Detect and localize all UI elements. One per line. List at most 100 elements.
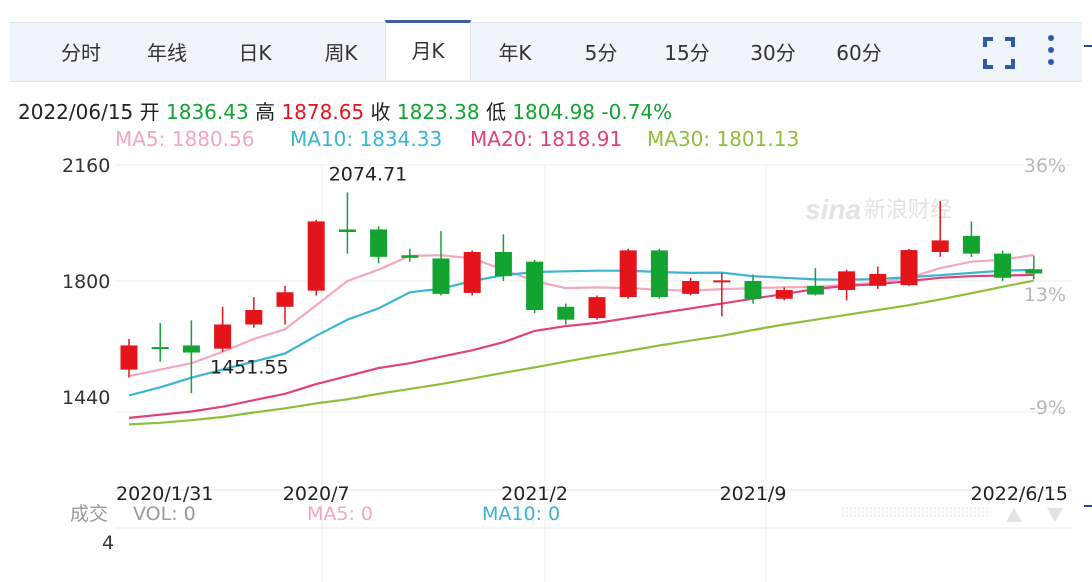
candle-body <box>1025 269 1043 274</box>
open-label: 开 <box>139 100 160 124</box>
candle-3 <box>214 306 232 352</box>
x-tick-label: 2020/7 <box>283 483 350 505</box>
y-tick-label: 1800 <box>62 271 110 293</box>
candle-body <box>557 306 575 320</box>
open-value: 1836.43 <box>166 100 249 124</box>
candle-24 <box>869 266 887 290</box>
candle-body <box>713 280 731 283</box>
candle-0 <box>120 339 138 378</box>
candle-12 <box>494 234 512 281</box>
candle-body <box>463 252 481 293</box>
candle-body <box>338 229 356 233</box>
volume-ma10: MA10: 0 <box>482 503 560 525</box>
axis-labels: 2160 1800 1440 36% 13% -9% 2020/1/31 2020/7 2021… <box>62 155 1068 505</box>
tab-daily-k[interactable]: 日K <box>238 41 272 65</box>
volume-value: VOL: 0 <box>133 503 196 525</box>
candle-19 <box>713 272 731 317</box>
tab-30min[interactable]: 30分 <box>750 41 796 65</box>
low-label: 低 <box>485 100 506 124</box>
fullscreen-icon[interactable] <box>982 36 1016 70</box>
candle-29 <box>1025 255 1043 280</box>
tab-monthly-k[interactable]: 月K <box>385 20 471 80</box>
edge-marker <box>1084 505 1092 507</box>
y-tick-right-label: 36% <box>1024 155 1066 177</box>
low-value: 1804.98 <box>512 100 596 124</box>
annotation-label: 2074.71 <box>329 163 408 185</box>
ma-line-ma20 <box>128 273 1034 419</box>
candle-body <box>494 252 512 277</box>
candle-body <box>994 253 1012 278</box>
candle-11 <box>463 250 481 296</box>
candle-1 <box>151 322 169 362</box>
candle-body <box>931 240 949 252</box>
period-tab-bar: 分时 年线 日K 周K 月K 年K 5分 15分 30分 60分 <box>10 20 1082 82</box>
candle-body <box>900 250 918 286</box>
candle-13 <box>526 260 544 314</box>
triangle-down-icon[interactable] <box>1047 508 1063 522</box>
candle-28 <box>994 250 1012 281</box>
candle-2 <box>182 320 200 394</box>
candle-22 <box>806 268 824 296</box>
tab-yearly-k[interactable]: 年K <box>498 41 532 65</box>
candle-20 <box>744 274 762 304</box>
y-tick-label: 1440 <box>62 387 110 409</box>
candle-body <box>151 347 169 350</box>
candle-body <box>182 345 200 353</box>
candle-body <box>869 273 887 286</box>
high-label: 高 <box>255 100 276 124</box>
y-tick-label: 2160 <box>62 155 110 177</box>
candle-26 <box>931 201 949 257</box>
x-tick-label: 2021/2 <box>501 483 568 505</box>
annotation-label: 1451.55 <box>210 356 289 378</box>
tab-5min[interactable]: 5分 <box>584 41 618 65</box>
tab-60min[interactable]: 60分 <box>836 41 882 65</box>
change-percent: -0.74% <box>601 100 673 124</box>
candle-15 <box>588 295 606 320</box>
quote-line: 2022/06/15 开 1836.43 高 1878.65 收 1823.38… <box>18 96 672 125</box>
close-label: 收 <box>370 100 391 124</box>
tab-15min[interactable]: 15分 <box>664 41 710 65</box>
candle-body <box>838 271 856 291</box>
candle-body <box>744 281 762 299</box>
candle-7 <box>338 192 356 254</box>
x-tick-label: 2022/6/15 <box>971 483 1068 505</box>
tab-year-line[interactable]: 年线 <box>147 41 187 65</box>
candle-body <box>650 250 668 298</box>
candle-16 <box>619 248 637 299</box>
y-tick-right-label: -9% <box>1029 397 1066 419</box>
candle-body <box>526 261 544 310</box>
candle-body <box>682 281 700 294</box>
ma30-value: MA30: 1801.13 <box>647 127 800 151</box>
candle-17 <box>650 248 668 299</box>
moving-average-lines <box>128 253 1035 426</box>
candle-body <box>370 229 388 257</box>
candle-body <box>214 324 232 349</box>
candle-body <box>276 292 294 307</box>
candle-6 <box>307 219 325 296</box>
candle-body <box>432 258 450 294</box>
ma-line-ma30 <box>128 279 1035 426</box>
triangle-up-icon[interactable] <box>1006 508 1022 522</box>
more-dots-icon[interactable] <box>1044 33 1058 69</box>
ma5-value: MA5: 1880.56 <box>115 127 255 151</box>
sina-watermark: sina 新浪财经 <box>805 194 952 225</box>
candle-23 <box>838 269 856 301</box>
candlesticks <box>120 192 1043 394</box>
candle-body <box>588 297 606 319</box>
volume-ma5: MA5: 0 <box>307 503 373 525</box>
scroll-track <box>842 507 990 517</box>
volume-title: 成交 <box>70 503 108 525</box>
candle-14 <box>557 303 575 325</box>
ma10-value: MA10: 1834.33 <box>290 127 443 151</box>
candle-body <box>307 221 325 291</box>
volume-axis-value: 4 <box>102 532 114 554</box>
candle-body <box>775 290 793 299</box>
tab-time-share[interactable]: 分时 <box>61 41 101 65</box>
high-value: 1878.65 <box>281 100 365 124</box>
candle-21 <box>775 287 793 301</box>
sina-logo-text: sina <box>805 194 861 225</box>
candle-body <box>619 250 637 298</box>
candle-body <box>245 310 263 325</box>
tab-weekly-k[interactable]: 周K <box>324 41 358 65</box>
ma20-value: MA20: 1818.91 <box>470 127 623 151</box>
